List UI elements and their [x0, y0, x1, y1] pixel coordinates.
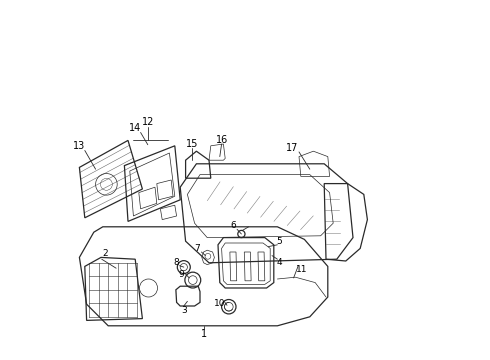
- Text: 15: 15: [186, 139, 198, 149]
- Text: 12: 12: [142, 117, 154, 127]
- Text: 17: 17: [286, 143, 298, 153]
- Text: 11: 11: [296, 265, 308, 274]
- Text: 10: 10: [214, 299, 225, 307]
- Text: 14: 14: [129, 123, 141, 133]
- Text: 4: 4: [276, 258, 282, 267]
- Text: 13: 13: [73, 141, 85, 151]
- Text: 2: 2: [102, 249, 108, 258]
- Text: 9: 9: [178, 270, 184, 279]
- Text: 1: 1: [200, 329, 207, 339]
- Text: 8: 8: [173, 258, 179, 266]
- Text: 7: 7: [194, 244, 200, 253]
- Text: 3: 3: [181, 306, 187, 315]
- Text: 5: 5: [276, 237, 282, 246]
- Text: 6: 6: [230, 220, 236, 230]
- Text: 16: 16: [216, 135, 228, 145]
